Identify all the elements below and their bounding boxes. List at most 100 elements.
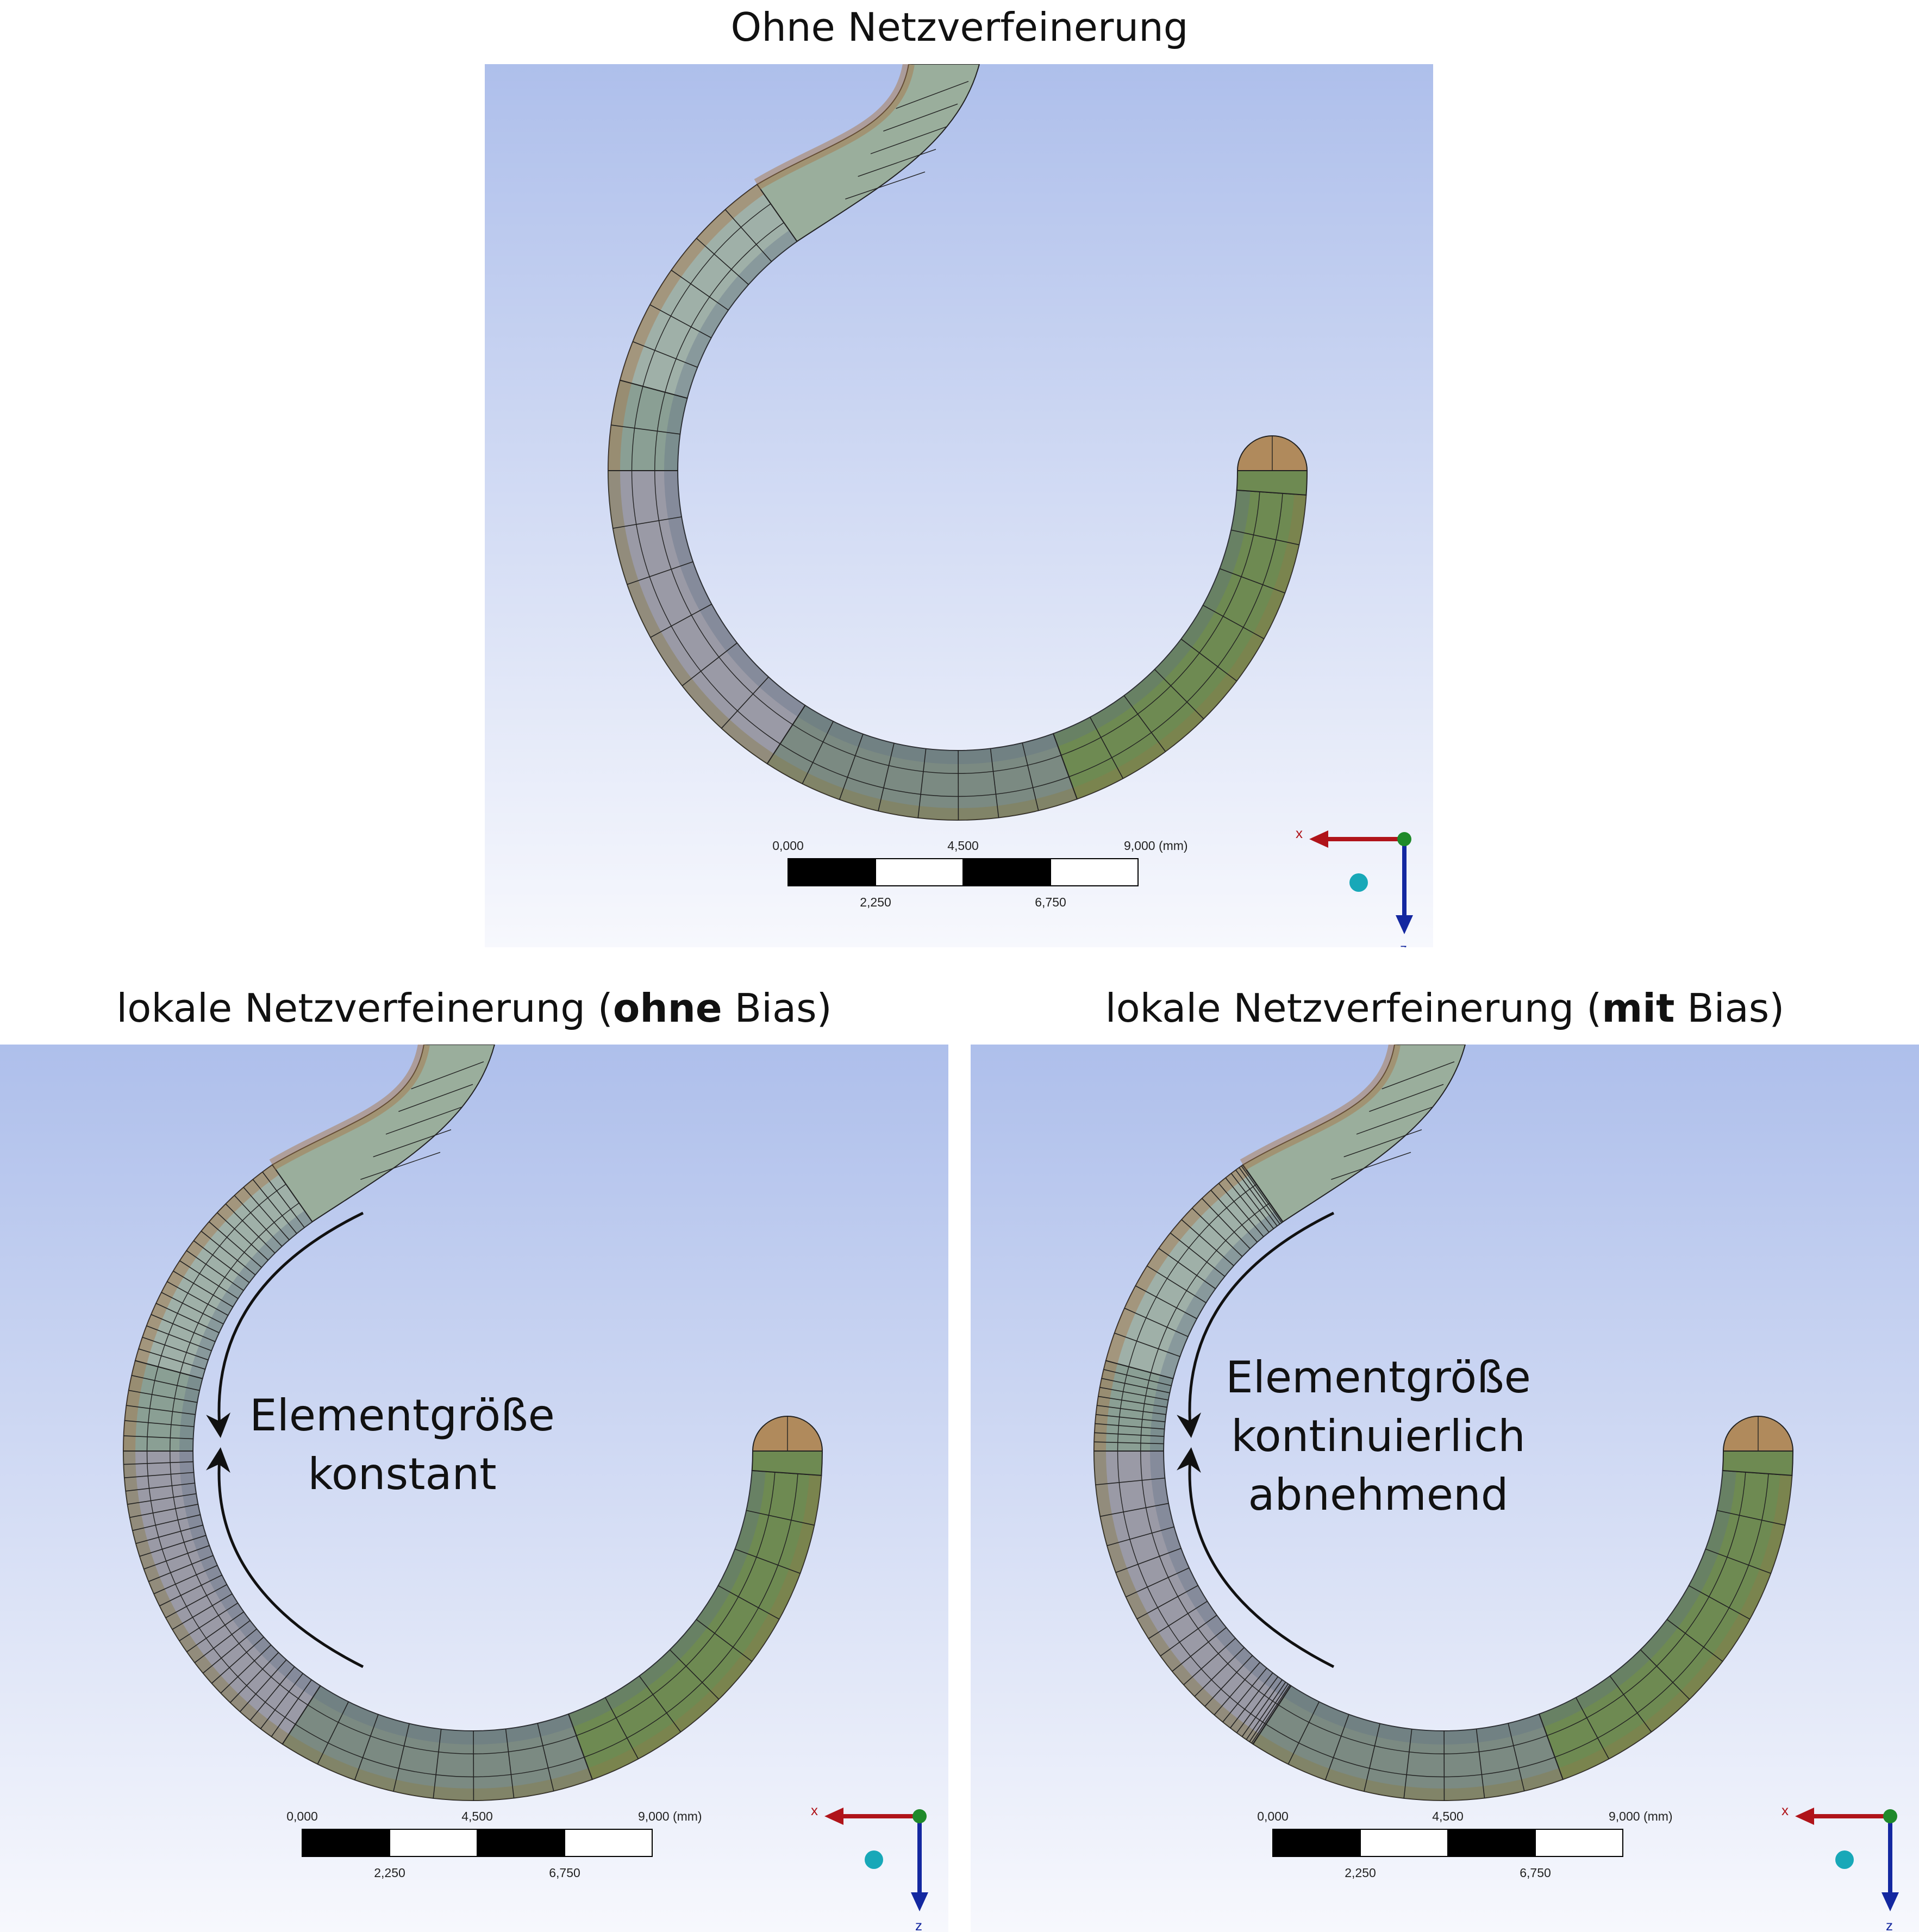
mesh-line — [138, 1348, 205, 1370]
mesh-line — [240, 1659, 287, 1712]
mesh-line — [132, 1514, 201, 1531]
z-axis-label: z — [1886, 1917, 1893, 1932]
mesh-line — [260, 1673, 303, 1729]
mesh-line — [193, 1240, 250, 1283]
mesh-arc — [1266, 1724, 1555, 1778]
scale-label: 2,250 — [860, 895, 891, 909]
mesh-line — [186, 1611, 244, 1653]
mesh-line — [649, 304, 712, 339]
scale-label: 2,250 — [1345, 1866, 1376, 1880]
mesh-line — [128, 1390, 197, 1403]
mesh-line — [1230, 1173, 1274, 1229]
mesh-line — [671, 270, 729, 311]
mesh-line — [605, 1697, 639, 1759]
scale-label: 0,000 — [772, 839, 804, 853]
mesh-line — [1107, 1526, 1174, 1546]
scale-label: 9,000 (mm) — [1609, 1809, 1673, 1823]
mesh-line — [1576, 1697, 1610, 1759]
outer-shade — [1105, 1165, 1250, 1364]
shank-edge — [1240, 1045, 1401, 1170]
hook-tip-base — [751, 1450, 823, 1476]
mesh-line — [1246, 1681, 1286, 1740]
view-sphere — [1835, 1850, 1854, 1869]
mesh-line — [179, 1260, 239, 1299]
scale-segment — [875, 858, 964, 886]
mesh-line — [1241, 1679, 1283, 1737]
top-panel-title: Ohne Netzverfeinerung — [730, 4, 1189, 50]
mesh-line — [1181, 1219, 1234, 1266]
mesh-line — [129, 1504, 198, 1518]
mesh-line — [360, 1152, 441, 1180]
mesh-arc — [1061, 491, 1260, 756]
mesh-line — [243, 1187, 290, 1240]
scale-bar: 0,000 4,500 9,000 (mm) 2,250 6,750 — [1257, 1809, 1672, 1880]
mesh-line — [201, 1230, 256, 1276]
x-axis-label: x — [1782, 1802, 1789, 1818]
mesh-line — [135, 1360, 203, 1379]
left-title-prefix: lokale Netzverfeinerung ( — [116, 985, 613, 1031]
mesh-line — [1124, 1308, 1189, 1337]
mesh-line — [142, 1336, 209, 1361]
mesh-line — [505, 1729, 515, 1798]
mesh-line — [1114, 1333, 1180, 1357]
mesh-line — [839, 734, 864, 800]
left-mesh-view: Elementgröße konstant 0,000 4,500 9,000 (mm)… — [0, 1045, 948, 1932]
inner-shade — [312, 1685, 573, 1745]
left-panel: Elementgröße konstant 0,000 4,500 9,000 (mm)… — [0, 1045, 948, 1932]
mesh-line — [1331, 1152, 1411, 1180]
mesh-line — [1356, 1106, 1433, 1135]
mesh-line — [1364, 1723, 1380, 1792]
x-axis-head — [1309, 830, 1328, 848]
inner-shade — [674, 230, 797, 398]
mesh-line — [878, 743, 895, 811]
mesh-line — [669, 1649, 720, 1700]
mesh-line — [203, 1628, 257, 1674]
mesh-line — [1689, 1585, 1751, 1620]
mesh-line — [633, 341, 698, 368]
mesh-line — [148, 1555, 214, 1582]
mesh-arc — [170, 1450, 308, 1705]
mesh-arc — [665, 222, 784, 392]
mesh-arc — [642, 203, 771, 387]
view-sphere — [865, 1850, 883, 1869]
mesh-line — [1476, 1729, 1485, 1798]
mesh-arc — [1151, 1202, 1270, 1373]
mesh-line — [1705, 1548, 1771, 1574]
annotation-line: abnehmend — [1248, 1470, 1508, 1520]
mesh-line — [249, 1666, 295, 1721]
z-axis-head — [911, 1892, 928, 1911]
mesh-line — [217, 1212, 268, 1261]
mesh-line — [252, 1179, 297, 1234]
scale-label: 4,500 — [461, 1809, 493, 1823]
mesh-line — [1609, 1675, 1652, 1733]
mesh-arc — [1068, 493, 1283, 777]
mesh-line — [1666, 1619, 1723, 1662]
scale-segment — [1272, 1829, 1361, 1857]
mesh-line — [126, 1405, 196, 1415]
origin-point — [912, 1809, 927, 1823]
mesh-line — [1094, 1441, 1164, 1445]
annotation-line: Elementgröße — [1226, 1352, 1531, 1403]
mesh-line — [1220, 568, 1285, 593]
mesh-line — [1508, 1723, 1525, 1791]
axis-triad: xz — [1782, 1802, 1899, 1932]
right-panel-title: lokale Netzverfeinerung (mit Bias) — [971, 984, 1919, 1033]
mesh-line — [1099, 1387, 1168, 1400]
left-title-bold: ohne — [612, 985, 722, 1031]
mesh-line — [1148, 1600, 1208, 1639]
right-title-prefix: lokale Netzverfeinerung ( — [1105, 985, 1602, 1031]
mesh-line — [845, 171, 926, 199]
mesh-line — [1287, 1702, 1320, 1765]
scale-bar: 0,000 4,500 9,000 (mm) 2,250 6,750 — [286, 1809, 702, 1880]
axis-triad: xz — [811, 1802, 928, 1932]
mesh-line — [393, 1723, 410, 1792]
mesh-line — [1202, 1198, 1251, 1249]
inner-shade — [1150, 1451, 1291, 1697]
arrow-down — [1177, 1211, 1335, 1438]
mesh-line — [1640, 1649, 1690, 1700]
scale-segment — [787, 858, 876, 886]
mesh-line — [146, 1325, 212, 1352]
mesh-line — [159, 1574, 222, 1606]
mesh-line — [155, 1303, 220, 1334]
mesh-line — [568, 1714, 593, 1780]
